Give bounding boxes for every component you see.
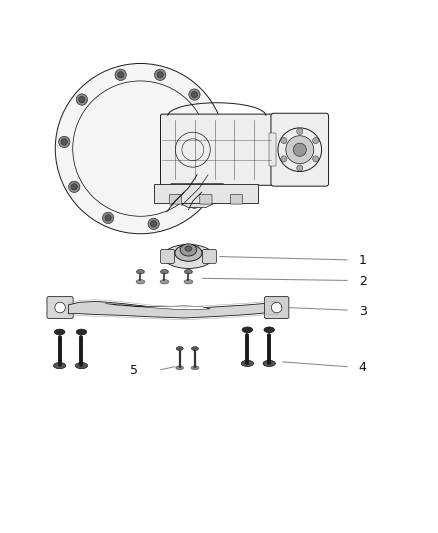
Ellipse shape (160, 270, 168, 274)
Circle shape (55, 63, 226, 234)
Circle shape (148, 218, 159, 230)
FancyBboxPatch shape (47, 297, 73, 318)
Ellipse shape (176, 346, 183, 351)
Polygon shape (153, 183, 258, 203)
Circle shape (297, 128, 303, 134)
FancyBboxPatch shape (160, 114, 273, 185)
Circle shape (208, 123, 220, 134)
Ellipse shape (264, 327, 275, 333)
Ellipse shape (176, 366, 184, 370)
Ellipse shape (185, 246, 192, 251)
Ellipse shape (191, 346, 198, 351)
Circle shape (313, 156, 319, 162)
FancyBboxPatch shape (230, 195, 243, 204)
Circle shape (76, 94, 88, 105)
Polygon shape (68, 302, 278, 318)
Ellipse shape (137, 270, 145, 274)
Circle shape (115, 69, 126, 80)
Ellipse shape (242, 327, 253, 333)
Ellipse shape (160, 280, 169, 284)
Circle shape (55, 302, 65, 313)
FancyBboxPatch shape (169, 195, 181, 204)
Ellipse shape (53, 362, 66, 369)
Circle shape (211, 165, 217, 172)
Circle shape (71, 184, 78, 190)
Text: 1: 1 (359, 254, 367, 268)
Polygon shape (171, 183, 223, 207)
Circle shape (69, 181, 80, 192)
Circle shape (286, 136, 314, 164)
Circle shape (281, 138, 287, 143)
Ellipse shape (263, 360, 276, 367)
Ellipse shape (136, 280, 145, 284)
Circle shape (272, 302, 282, 313)
FancyBboxPatch shape (202, 249, 216, 263)
Circle shape (155, 69, 166, 80)
Circle shape (208, 163, 220, 174)
Ellipse shape (191, 366, 199, 370)
Circle shape (189, 89, 200, 100)
Ellipse shape (163, 245, 214, 269)
Ellipse shape (75, 362, 88, 369)
Circle shape (105, 215, 111, 221)
Circle shape (313, 138, 319, 143)
Circle shape (191, 199, 198, 206)
FancyBboxPatch shape (200, 195, 212, 204)
Ellipse shape (184, 270, 192, 274)
Circle shape (293, 143, 306, 156)
FancyBboxPatch shape (160, 249, 174, 263)
Circle shape (117, 72, 124, 78)
Ellipse shape (175, 245, 202, 261)
Ellipse shape (54, 329, 65, 335)
Circle shape (151, 221, 157, 227)
Circle shape (191, 92, 198, 98)
FancyBboxPatch shape (271, 113, 328, 186)
Polygon shape (106, 304, 210, 310)
Ellipse shape (241, 360, 254, 367)
Circle shape (79, 96, 85, 103)
Circle shape (281, 156, 287, 162)
FancyBboxPatch shape (265, 297, 289, 318)
Circle shape (157, 72, 163, 78)
Text: 2: 2 (359, 275, 367, 288)
Ellipse shape (180, 244, 197, 256)
Text: 3: 3 (359, 304, 367, 318)
Ellipse shape (76, 329, 87, 335)
Circle shape (297, 165, 303, 171)
Circle shape (59, 136, 70, 148)
Circle shape (189, 197, 200, 208)
Text: 5: 5 (130, 364, 138, 377)
Circle shape (211, 126, 217, 132)
Circle shape (102, 212, 114, 223)
Ellipse shape (184, 280, 193, 284)
Circle shape (61, 139, 67, 145)
Text: 4: 4 (359, 361, 367, 374)
